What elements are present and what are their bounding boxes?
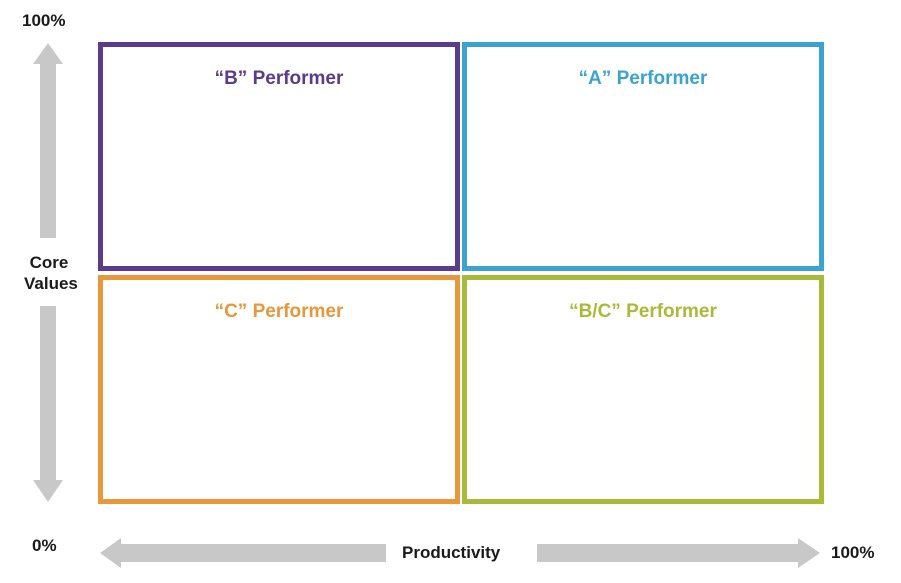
y-axis-bottom-label: 0% — [32, 536, 57, 555]
quadrant-a-performer-label: “A” Performer — [578, 68, 708, 89]
x-axis-arrow-left — [100, 538, 386, 568]
y-axis-title-line2: Values — [24, 274, 78, 293]
quadrant-a-performer: “A” Performer — [462, 42, 824, 271]
y-axis-top-label: 100% — [22, 11, 66, 30]
x-axis-right-label: 100% — [831, 543, 875, 562]
y-axis-arrow-down — [33, 306, 63, 502]
y-axis-arrow-up — [33, 43, 63, 238]
quadrant-bc-performer-label: “B/C” Performer — [569, 301, 717, 322]
quadrant-b-performer: “B” Performer — [98, 42, 460, 271]
quadrant-bc-performer: “B/C” Performer — [462, 275, 824, 504]
x-axis-title: Productivity — [402, 543, 501, 562]
quadrant-b-performer-label: “B” Performer — [214, 68, 344, 89]
x-axis-arrow-right — [537, 538, 820, 568]
quadrant-c-performer-label: “C” Performer — [214, 301, 344, 322]
y-axis-title: Core Values — [24, 252, 78, 294]
quadrant-c-performer: “C” Performer — [98, 275, 460, 504]
y-axis-title-line1: Core — [29, 253, 69, 272]
